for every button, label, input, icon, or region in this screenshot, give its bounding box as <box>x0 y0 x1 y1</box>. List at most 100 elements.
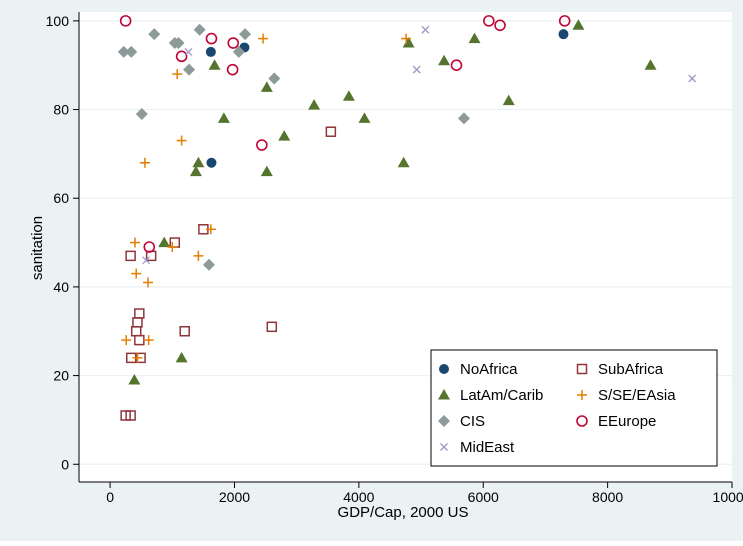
point-cis <box>125 45 138 58</box>
point-mideast <box>688 74 697 83</box>
point-cis <box>202 258 215 271</box>
point-latam-carib <box>468 32 481 44</box>
point-latam-carib <box>358 112 371 123</box>
point-mideast <box>142 256 151 265</box>
point-latam-carib <box>308 99 321 110</box>
point-s-se-easia <box>131 268 142 279</box>
y-tick-label: 100 <box>46 13 70 29</box>
legend-marker-latam-carib <box>438 389 450 400</box>
data-points <box>117 15 697 421</box>
point-latam-carib <box>438 54 451 66</box>
point-s-se-easia <box>121 335 132 346</box>
point-noafrica <box>205 46 216 57</box>
x-tick-label: 4000 <box>343 489 374 505</box>
point-s-se-easia <box>143 277 154 288</box>
point-cis <box>148 28 161 41</box>
point-s-se-easia <box>167 242 178 252</box>
point-latam-carib <box>644 59 657 70</box>
point-cis <box>239 28 252 41</box>
point-latam-carib <box>208 59 221 70</box>
point-s-se-easia <box>176 135 187 146</box>
point-s-se-easia <box>205 224 216 235</box>
point-eeurope <box>494 19 506 32</box>
point-eeurope <box>483 15 495 27</box>
legend-box <box>430 349 718 467</box>
y-tick-label: 0 <box>61 456 69 472</box>
x-tick-label: 8000 <box>592 489 623 505</box>
point-latam-carib <box>192 156 205 168</box>
legend-marker-cis <box>438 415 450 427</box>
legend-label-cis: CIS <box>460 413 485 430</box>
point-subafrica <box>125 250 136 262</box>
point-eeurope <box>450 59 463 72</box>
point-latam-carib <box>260 165 273 177</box>
y-axis-label: sanitation <box>29 216 46 280</box>
axes: 0 20 40 60 80 100 0 2000 4000 6000 8000 10000 <box>46 12 743 505</box>
point-latam-carib <box>189 165 202 177</box>
x-axis-label: GDP/Cap, 2000 US <box>338 504 469 521</box>
legend-label-subafrica: SubAfrica <box>598 361 664 378</box>
legend-marker-mideast <box>440 443 448 451</box>
x-tick-label: 6000 <box>468 489 499 505</box>
point-mideast <box>412 65 421 74</box>
legend-marker-subafrica <box>576 363 588 375</box>
point-subafrica <box>179 325 190 337</box>
point-mideast <box>421 25 430 34</box>
point-s-se-easia <box>193 250 204 261</box>
point-cis <box>117 45 130 58</box>
legend-label-s-se-easia: S/SE/EAsia <box>598 387 676 404</box>
point-latam-carib <box>342 90 355 101</box>
point-eeurope <box>227 37 240 49</box>
point-latam-carib <box>278 130 291 141</box>
point-s-se-easia <box>132 352 143 363</box>
point-eeurope <box>558 15 571 27</box>
point-latam-carib <box>158 236 171 248</box>
point-subafrica <box>266 321 278 333</box>
point-cis <box>135 107 148 120</box>
y-tick-label: 60 <box>53 190 69 206</box>
gridlines <box>79 20 732 465</box>
point-eeurope <box>143 241 156 253</box>
point-latam-carib <box>502 94 515 106</box>
point-s-se-easia <box>172 69 183 80</box>
point-cis <box>457 112 470 125</box>
point-latam-carib <box>175 351 188 363</box>
point-eeurope <box>205 32 218 45</box>
point-eeurope <box>226 63 239 76</box>
point-latam-carib <box>128 374 141 385</box>
point-latam-carib <box>572 19 585 30</box>
legend-marker-noafrica <box>439 364 449 374</box>
x-tick-label: 10000 <box>713 489 743 505</box>
point-s-se-easia <box>258 33 269 44</box>
point-noafrica <box>206 157 217 168</box>
point-eeurope <box>175 50 188 63</box>
point-cis <box>268 72 281 85</box>
point-cis <box>232 45 245 58</box>
point-noafrica <box>558 29 569 40</box>
point-cis <box>193 23 206 36</box>
y-tick-label: 20 <box>53 368 69 384</box>
point-s-se-easia <box>129 237 140 248</box>
point-subafrica <box>125 410 136 421</box>
x-tick-label: 2000 <box>219 489 250 505</box>
point-s-se-easia <box>143 335 154 346</box>
point-latam-carib <box>397 156 410 168</box>
point-s-se-easia <box>139 157 150 168</box>
point-latam-carib <box>260 81 273 92</box>
legend-marker-eeurope <box>576 415 588 427</box>
point-eeurope <box>119 15 132 27</box>
x-tick-label: 0 <box>106 489 114 505</box>
point-mideast <box>184 47 193 56</box>
point-s-se-easia <box>401 33 412 44</box>
point-subafrica <box>325 126 337 137</box>
point-latam-carib <box>217 112 230 123</box>
point-cis <box>172 37 185 50</box>
point-cis <box>183 63 196 76</box>
y-tick-label: 40 <box>53 279 69 295</box>
point-latam-carib <box>402 37 415 48</box>
legend-marker-s-se-easia <box>577 390 587 400</box>
legend: NoAfrica SubAfrica LatAm/Carib S/SE/EAsia CI… <box>430 349 718 467</box>
y-tick-label: 80 <box>53 102 69 118</box>
